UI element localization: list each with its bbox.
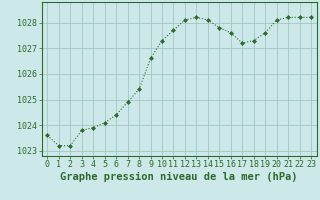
- X-axis label: Graphe pression niveau de la mer (hPa): Graphe pression niveau de la mer (hPa): [60, 172, 298, 182]
